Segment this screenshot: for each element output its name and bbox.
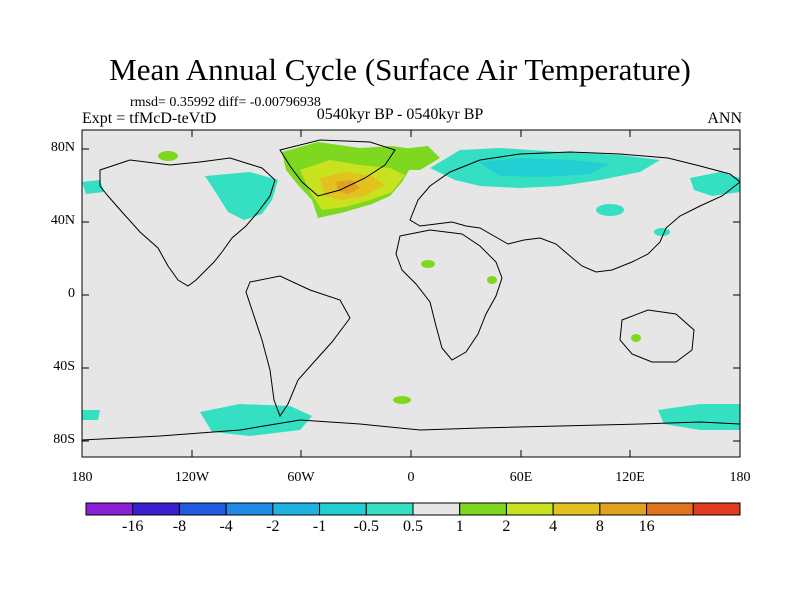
cold-anomaly-asia-small (596, 204, 624, 216)
colorbar-label: -16 (122, 518, 144, 535)
colorbar-swatch (646, 502, 694, 516)
lat-tick-label: 80N (50, 140, 75, 155)
coastline-australia (619, 309, 695, 363)
cold-anomaly-n-america (205, 172, 278, 220)
colorbar (85, 502, 741, 516)
colorbar-swatch (319, 502, 367, 516)
warm-anomaly-arctic-nw (158, 151, 178, 161)
coastline-eurasia (409, 151, 740, 273)
colorbar-swatch (365, 502, 414, 516)
coastline-antarctica (82, 419, 740, 441)
colorbar-label: 2 (502, 518, 511, 535)
warm-anomaly-atlantic-south (393, 396, 411, 404)
axis-ticks (82, 130, 740, 457)
colorbar-label: 8 (595, 518, 604, 535)
colorbar-swatch (692, 502, 741, 516)
colorbar-swatch (225, 502, 274, 516)
colorbar-swatch (412, 502, 461, 516)
warm-anomaly-australia (631, 334, 641, 342)
lon-tick-label: 180 (729, 470, 751, 485)
coastlines (82, 139, 740, 441)
lon-tick-label: 180 (71, 470, 93, 485)
coastline-greenland (279, 139, 396, 197)
warm-anomaly-sahara (421, 260, 435, 268)
cold-anomaly-southern-ocean-west (200, 404, 312, 436)
colorbar-label: -0.5 (353, 518, 379, 535)
colorbar-swatch (552, 502, 601, 516)
lon-tick-label: 120E (615, 470, 645, 485)
lon-tick-label: 60W (287, 470, 315, 485)
colorbar-label: -8 (172, 518, 187, 535)
colorbar-swatch (272, 502, 321, 516)
cold-anomaly-southern-ocean-east (658, 404, 740, 430)
colorbar-swatch (132, 502, 180, 516)
lon-tick-label: 60E (509, 470, 533, 485)
colorbar-label: 1 (455, 518, 464, 535)
lat-tick-label: 40N (50, 213, 75, 228)
anomaly-fields (82, 142, 740, 436)
colorbar-swatch (85, 502, 134, 516)
colorbar-swatch (459, 502, 507, 516)
cold-anomaly-alaska (82, 180, 104, 194)
colorbar-label: 0.5 (403, 518, 423, 535)
warm-anomaly-arctic-east (392, 146, 440, 170)
cold-anomaly-southern-ocean-dateline (82, 410, 100, 420)
cold-anomaly-eurasia-core (478, 158, 610, 177)
coastline-north-america (99, 157, 276, 287)
lon-tick-label: 120W (174, 470, 210, 485)
colorbar-label: 4 (549, 518, 558, 535)
lat-tick-label: 80S (53, 432, 75, 447)
experiment-label: Expt = tfMcD-teVtD (82, 110, 217, 127)
coastline-africa (395, 229, 503, 361)
colorbar-swatch (178, 502, 227, 516)
colorbar-swatch (599, 502, 648, 516)
colorbar-label: -4 (219, 518, 233, 535)
map-background (82, 130, 740, 457)
period-label: 0540kyr BP - 0540kyr BP (316, 106, 484, 123)
coastline-south-america (245, 275, 351, 418)
lat-tick-label: 40S (53, 359, 75, 374)
season-label: ANN (707, 110, 742, 127)
stats-line: rmsd= 0.35992 diff= -0.00796938 (130, 95, 321, 110)
lon-tick-label: 0 (407, 470, 415, 485)
colorbar-swatch (505, 502, 554, 516)
lat-tick-label: 0 (68, 286, 75, 301)
plot-title: Mean Annual Cycle (Surface Air Temperatu… (109, 52, 691, 87)
cold-anomaly-far-east (690, 172, 740, 196)
warm-anomaly-east-africa (487, 276, 497, 284)
cold-anomaly-china-coast (654, 228, 670, 236)
colorbar-label: -2 (266, 518, 280, 535)
colorbar-label: 16 (638, 518, 655, 535)
colorbar-label: -1 (312, 518, 327, 535)
